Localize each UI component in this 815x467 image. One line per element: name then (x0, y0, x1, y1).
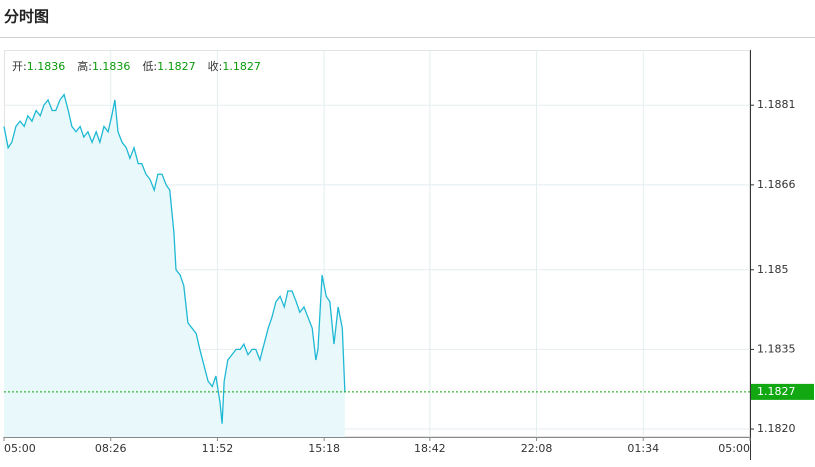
x-tick-label: 05:00 (4, 442, 36, 455)
y-tick-label: 1.1866 (757, 178, 796, 191)
last-price-box (751, 383, 814, 400)
x-tick-label: 05:00 (718, 442, 750, 455)
x-tick-label: 15:18 (308, 442, 340, 455)
x-tick-label: 11:52 (202, 442, 234, 455)
plot (3, 93, 346, 437)
y-tick-label: 1.1835 (757, 342, 796, 355)
x-tick-label: 18:42 (414, 442, 446, 455)
stats-line: 开:1.1836 高:1.1836 低:1.1827 收:1.1827 (12, 59, 261, 73)
stat-value: 1.1836 (92, 60, 131, 73)
last-price-label: 1.1827 (757, 385, 796, 398)
x-tick-label: 01:34 (627, 442, 659, 455)
y-tick-label: 1.1881 (757, 98, 796, 111)
stat-value: 1.1827 (222, 60, 261, 73)
stat-label: 高: (77, 59, 92, 73)
price-area (4, 94, 345, 437)
x-tick-label: 22:08 (521, 442, 553, 455)
stat-value: 1.1827 (157, 60, 196, 73)
x-tick-label: 08:26 (95, 442, 127, 455)
stat-label: 收: (208, 59, 223, 73)
chart-title: 分时图 (4, 8, 49, 26)
stat-label: 开: (12, 60, 27, 73)
y-tick-label: 1.1820 (757, 422, 796, 435)
y-tick-label: 1.185 (757, 263, 789, 276)
stat-value: 1.1836 (27, 60, 66, 73)
stat-label: 低: (142, 60, 157, 73)
price-line (3, 93, 346, 424)
